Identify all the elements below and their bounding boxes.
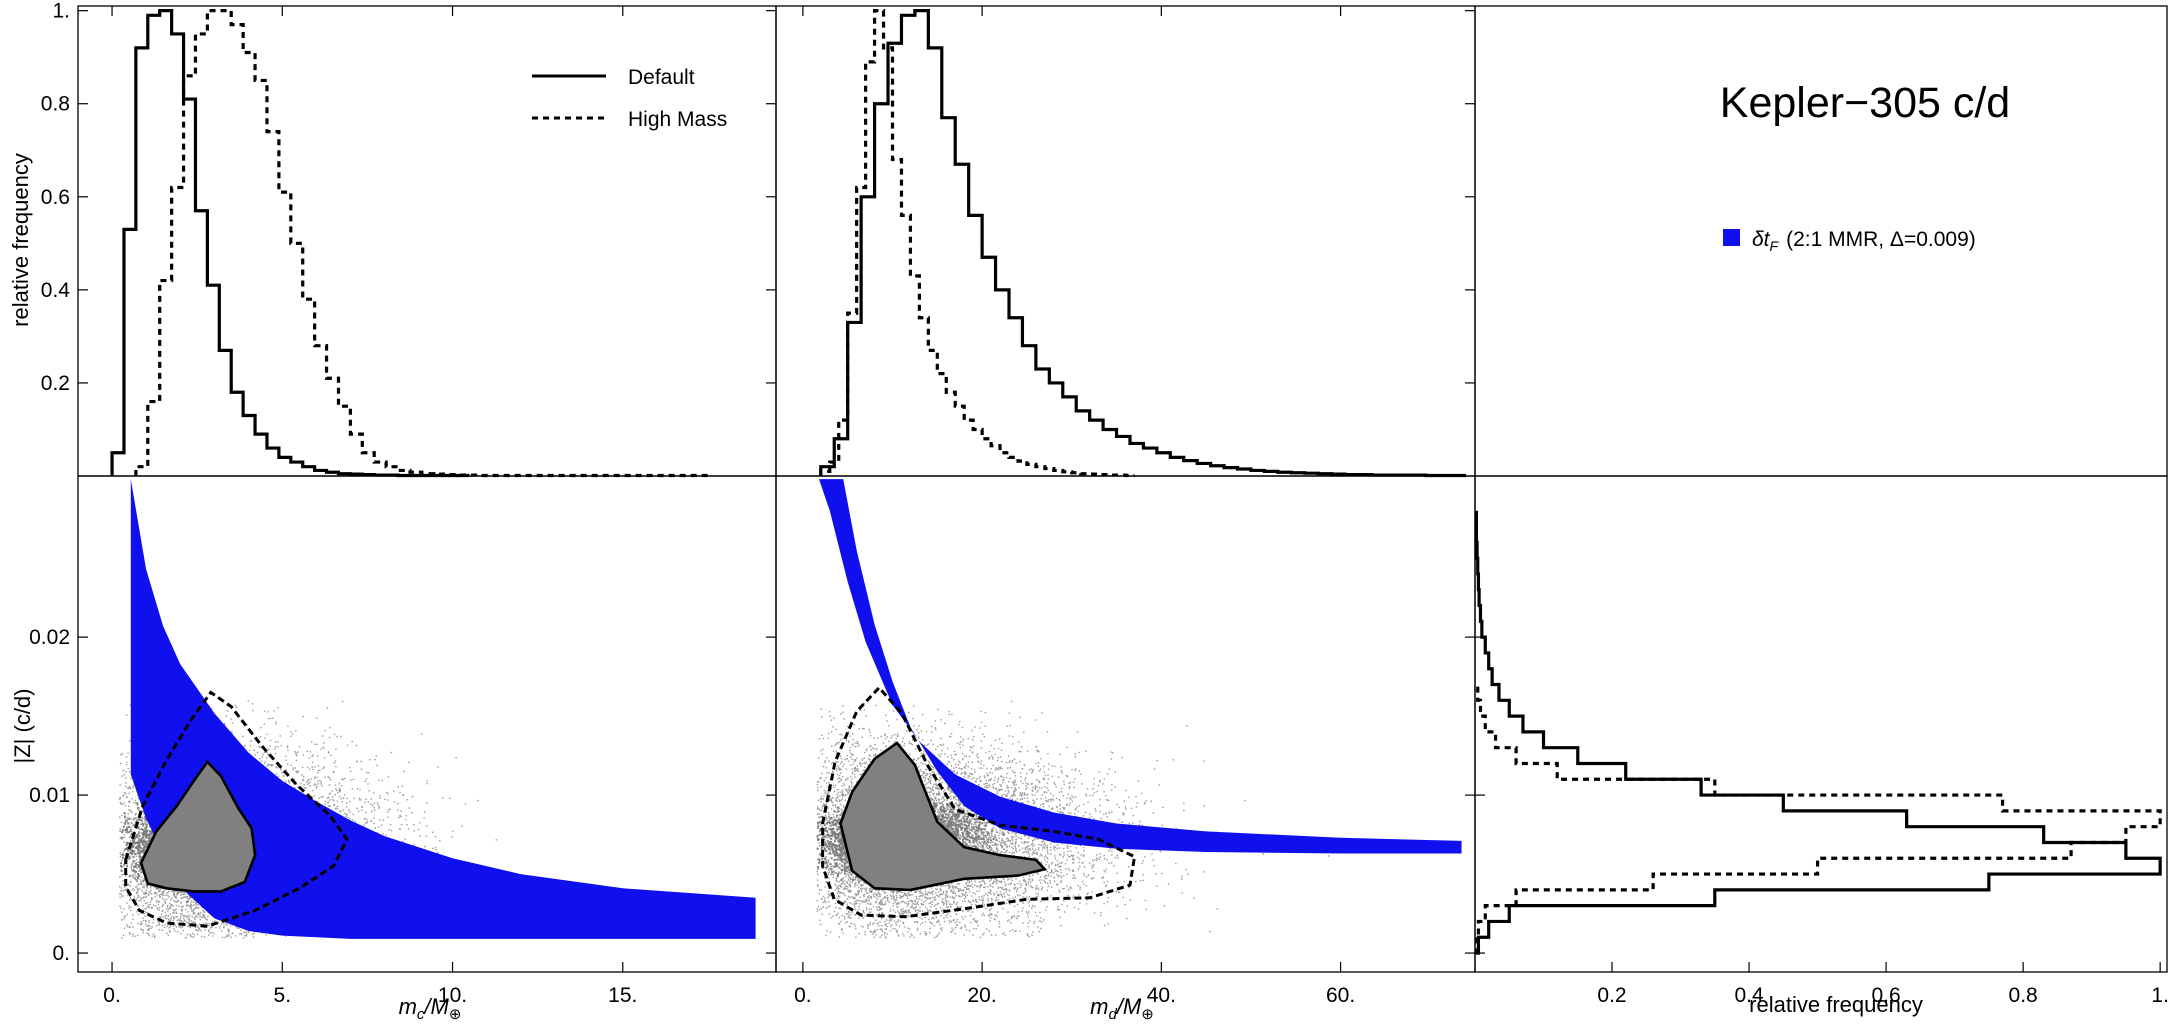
z-y-tick-label: 0. <box>52 942 70 965</box>
md-x-tick-label: 60. <box>1326 984 1355 1007</box>
top-y-tick-label: 0.8 <box>41 93 70 116</box>
mc-blue-band <box>130 479 756 939</box>
mc-x-tick-label: 5. <box>274 984 292 1007</box>
hist-mc-dashed-series <box>134 9 708 478</box>
z-hist-x-tick-label: 0.2 <box>1597 984 1626 1007</box>
contours-mc <box>124 690 349 928</box>
blue-legend-symbol: δt <box>1752 228 1771 251</box>
x-axis-label-z-histogram: relative frequency <box>1749 992 1923 1017</box>
hist-mc-solid-series <box>110 9 470 478</box>
panel-md-histogram <box>775 5 1476 477</box>
mc-x-tick-label: 15. <box>608 984 637 1007</box>
md-x-tick-label: 20. <box>968 984 997 1007</box>
mc-inner-contour <box>139 759 257 893</box>
mc-inner-fill <box>141 761 256 892</box>
bottom-y-axis-label: |Z| (c/d) <box>10 689 35 764</box>
z-hist-x-tick-label: 1. <box>2151 984 2169 1007</box>
blue-band-mc <box>130 479 756 939</box>
contours-md <box>821 685 1137 919</box>
line-legend: Default High Mass <box>532 66 727 131</box>
top-y-tick-label: 0.6 <box>41 186 70 209</box>
figure-title: Kepler−305 c/d <box>1720 79 2010 127</box>
mc-x-tick-label: 0. <box>103 984 121 1007</box>
x-axis-label-md-sub: d <box>1108 1006 1117 1023</box>
x-axis-label-mc-unit-sub: ⊕ <box>449 1006 462 1023</box>
top-y-tick-label: 0.4 <box>41 279 71 302</box>
legend-default-label: Default <box>628 66 695 89</box>
blue-legend-swatch <box>1723 229 1740 246</box>
histogram-mc <box>110 9 708 478</box>
mc-outer-contour <box>124 690 349 928</box>
mc-x-tick-label: 10. <box>438 984 467 1007</box>
hist-z-dashed-series <box>1474 684 2162 955</box>
blue-legend-detail: (2:1 MMR, Δ=0.009) <box>1786 228 1976 251</box>
x-axis-label-mc-main: m <box>399 994 417 1019</box>
x-axis-label-mc: mc/M⊕ <box>399 994 462 1023</box>
top-y-tick-label: 1. <box>52 0 70 23</box>
panel-z-histogram <box>1474 475 2168 973</box>
z-hist-x-tick-label: 0.6 <box>1871 984 1900 1007</box>
top-y-tick-label: 0.2 <box>41 372 70 395</box>
x-axis-label-mc-unit: /M <box>422 994 449 1019</box>
x-axis-label-md: md/M⊕ <box>1090 994 1154 1023</box>
z-y-tick-label: 0.02 <box>29 626 70 649</box>
z-y-tick-label: 0.01 <box>29 784 70 807</box>
blue-legend-label: δtF (2:1 MMR, Δ=0.009) <box>1752 228 1976 254</box>
x-axis-label-md-main: m <box>1090 994 1108 1019</box>
x-axis-label-md-unit: /M <box>1115 994 1142 1019</box>
x-axis-label-md-unit-sub: ⊕ <box>1141 1006 1154 1023</box>
hist-md-dashed-series <box>819 9 1135 478</box>
x-axis-label-mc-sub: c <box>417 1006 425 1023</box>
histogram-z <box>1474 510 2162 955</box>
md-x-tick-label: 0. <box>794 984 812 1007</box>
z-hist-x-tick-label: 0.4 <box>1734 984 1764 1007</box>
legend-highmass-label: High Mass <box>628 108 727 131</box>
blue-legend-subscript: F <box>1770 238 1780 254</box>
hist-z-solid-series <box>1474 510 2162 955</box>
hist-md-solid-series <box>819 9 1467 478</box>
top-y-axis-label: relative frequency <box>8 153 33 327</box>
panel-md-vs-z <box>775 475 1476 973</box>
md-x-tick-label: 40. <box>1147 984 1176 1007</box>
axis-ticks: 0.20.40.60.81.0.0.010.020. 5. 10. 15. 0. 20. 4… <box>29 0 2169 1007</box>
blue-legend: δtF (2:1 MMR, Δ=0.009) <box>1723 228 1976 254</box>
histogram-md <box>819 9 1467 478</box>
md-inner-fill <box>840 743 1045 890</box>
md-inner-contour <box>839 741 1048 892</box>
md-outer-contour <box>821 685 1137 919</box>
z-hist-x-tick-label: 0.8 <box>2009 984 2038 1007</box>
